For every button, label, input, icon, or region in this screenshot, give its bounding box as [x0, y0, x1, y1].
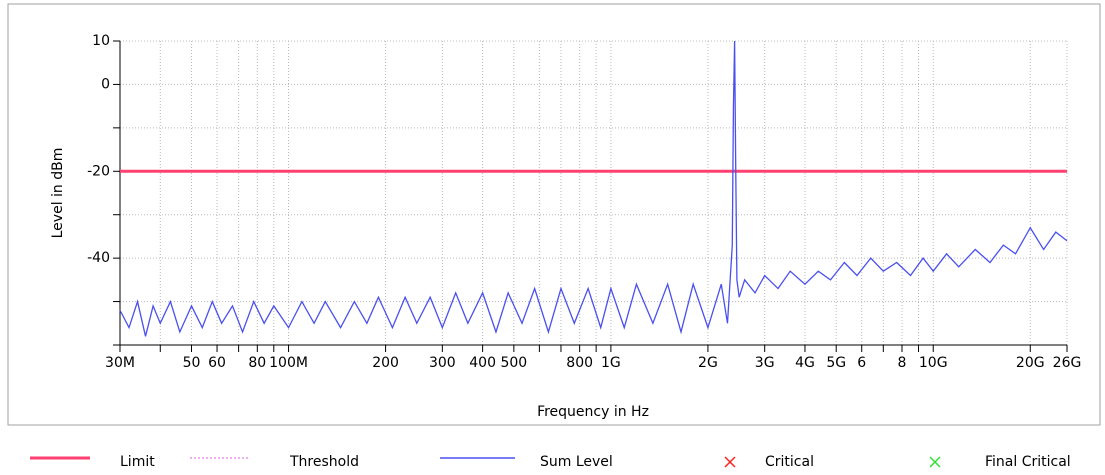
x-tick-label: 300: [429, 355, 456, 371]
x-tick-label: 26G: [1053, 355, 1082, 371]
legend-label: Critical: [765, 454, 814, 470]
series-line: [119, 40, 1068, 337]
legend-label: Limit: [120, 454, 155, 470]
y-tick-label: 10: [92, 33, 110, 49]
x-tick-label: 50: [183, 355, 201, 371]
x-axis-label: Frequency in Hz: [537, 404, 649, 420]
x-tick-label: 1G: [601, 355, 621, 371]
x-tick-label: 500: [500, 355, 527, 371]
x-tick-label: 80: [248, 355, 266, 371]
x-tick-label: 3G: [755, 355, 775, 371]
legend-marker: [724, 456, 736, 468]
x-tick-label: 800: [566, 355, 593, 371]
legend-label: Sum Level: [540, 454, 613, 470]
x-tick-label: 100M: [269, 355, 308, 371]
x-tick-label: 30M: [105, 355, 135, 371]
x-tick-label: 200: [372, 355, 399, 371]
y-tick-label: -40: [87, 250, 110, 266]
legend-marker: [929, 456, 941, 468]
y-tick-label: 0: [101, 76, 110, 92]
x-tick-label: 10G: [919, 355, 948, 371]
y-axis-label: Level in dBm: [50, 148, 66, 239]
x-tick-label: 20G: [1016, 355, 1045, 371]
legend-label: Final Critical: [985, 454, 1071, 470]
x-tick-label: 400: [469, 355, 496, 371]
x-tick-label: 6: [857, 355, 866, 371]
y-tick-label: -20: [87, 163, 110, 179]
x-tick-label: 8: [898, 355, 907, 371]
x-tick-label: 4G: [795, 355, 815, 371]
x-tick-label: 2G: [698, 355, 718, 371]
x-tick-label: 5G: [826, 355, 846, 371]
legend-label: Threshold: [289, 454, 359, 470]
x-tick-label: 60: [208, 355, 226, 371]
